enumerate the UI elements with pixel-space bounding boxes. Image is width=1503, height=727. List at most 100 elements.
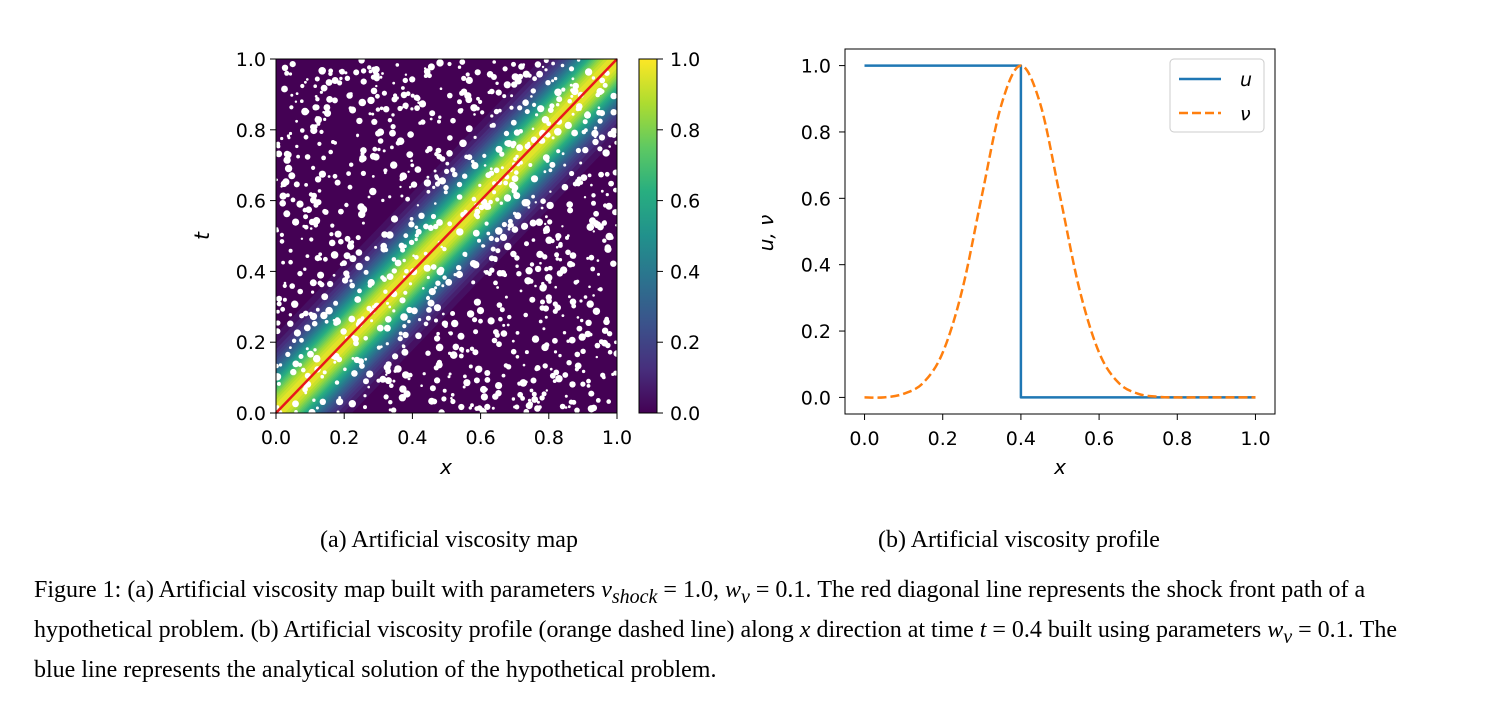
- missing-point: [375, 84, 378, 88]
- missing-point: [472, 317, 478, 323]
- missing-point: [336, 398, 344, 406]
- missing-point: [601, 327, 609, 334]
- missing-point: [297, 270, 303, 277]
- missing-point: [292, 360, 300, 368]
- series-u-line: [864, 64, 1256, 399]
- missing-point: [434, 174, 439, 179]
- missing-point: [536, 250, 544, 258]
- missing-point: [554, 252, 560, 258]
- missing-point: [495, 248, 501, 254]
- missing-point: [380, 275, 385, 280]
- missing-point: [457, 99, 462, 105]
- missing-point: [517, 105, 523, 111]
- missing-point: [457, 65, 462, 69]
- missing-point: [429, 385, 436, 392]
- missing-point: [549, 103, 555, 109]
- missing-point: [530, 377, 537, 384]
- missing-point: [383, 171, 387, 175]
- missing-point: [309, 227, 313, 230]
- missing-point: [496, 270, 504, 277]
- missing-point: [303, 214, 309, 220]
- missing-point: [403, 233, 409, 239]
- missing-point: [399, 385, 407, 393]
- missing-point: [447, 92, 453, 99]
- missing-point: [434, 318, 438, 323]
- missing-point: [507, 218, 513, 224]
- missing-point: [515, 355, 520, 359]
- missing-point: [496, 383, 502, 389]
- missing-point: [285, 193, 290, 198]
- caption-text: = 1.0,: [657, 577, 725, 603]
- missing-point: [511, 184, 519, 191]
- missing-point: [383, 289, 388, 294]
- missing-point: [561, 225, 564, 228]
- missing-point: [344, 75, 351, 82]
- missing-point: [359, 205, 368, 214]
- missing-point: [579, 299, 583, 303]
- missing-point: [540, 283, 547, 291]
- y-tick-label: 0.0: [801, 387, 831, 409]
- missing-point: [567, 207, 574, 214]
- missing-point: [334, 230, 342, 238]
- missing-point: [586, 384, 591, 388]
- missing-point: [416, 204, 420, 207]
- missing-point: [428, 288, 436, 296]
- missing-point: [594, 220, 599, 224]
- missing-point: [502, 66, 508, 72]
- missing-point: [297, 288, 304, 295]
- missing-point: [524, 109, 530, 115]
- missing-point: [303, 267, 307, 271]
- missing-point: [607, 349, 613, 355]
- missing-point: [496, 341, 502, 348]
- missing-point: [408, 282, 413, 286]
- colorbar-ticks: 0.0 0.2 0.4 0.6 0.8 1.0: [657, 49, 700, 425]
- missing-point: [527, 141, 531, 145]
- profile-frame: [844, 48, 1276, 415]
- missing-point: [401, 86, 405, 90]
- missing-point: [276, 309, 280, 314]
- missing-point: [531, 391, 537, 397]
- missing-point: [532, 76, 537, 82]
- missing-point: [569, 170, 575, 177]
- missing-point: [517, 73, 524, 80]
- missing-point: [574, 367, 580, 372]
- missing-point: [602, 149, 610, 157]
- missing-point: [468, 364, 473, 369]
- profile-plot: 0.0 0.2 0.4 0.6 0.8 1.0 0.00.20.40.60.81.0 x …: [754, 48, 1276, 479]
- missing-point: [448, 351, 452, 355]
- y-tick-label: 0.2: [801, 321, 831, 343]
- missing-point: [371, 118, 378, 125]
- missing-point: [472, 261, 480, 269]
- missing-point: [538, 319, 543, 324]
- missing-point: [375, 107, 381, 112]
- missing-point: [356, 117, 363, 125]
- missing-point: [282, 283, 287, 288]
- missing-point: [323, 256, 328, 262]
- missing-point: [562, 331, 567, 335]
- missing-point: [388, 408, 392, 412]
- missing-point: [593, 126, 598, 130]
- series-nu-line: [864, 64, 1256, 399]
- missing-point: [491, 337, 498, 344]
- missing-point: [285, 351, 291, 357]
- missing-point: [605, 202, 613, 210]
- missing-point: [568, 336, 576, 344]
- missing-point: [463, 374, 467, 379]
- missing-point: [333, 300, 339, 306]
- missing-point: [523, 312, 528, 318]
- missing-point: [434, 335, 441, 342]
- missing-point: [292, 400, 299, 408]
- missing-point: [429, 110, 436, 117]
- missing-point: [570, 88, 575, 93]
- missing-point: [399, 297, 406, 304]
- missing-point: [567, 260, 574, 268]
- missing-point: [554, 285, 557, 289]
- missing-point: [400, 91, 408, 99]
- missing-point: [288, 72, 293, 76]
- missing-point: [299, 313, 305, 319]
- missing-point: [605, 232, 614, 241]
- missing-point: [517, 391, 524, 398]
- missing-point: [473, 135, 477, 139]
- missing-point: [525, 402, 533, 410]
- missing-point: [412, 254, 415, 257]
